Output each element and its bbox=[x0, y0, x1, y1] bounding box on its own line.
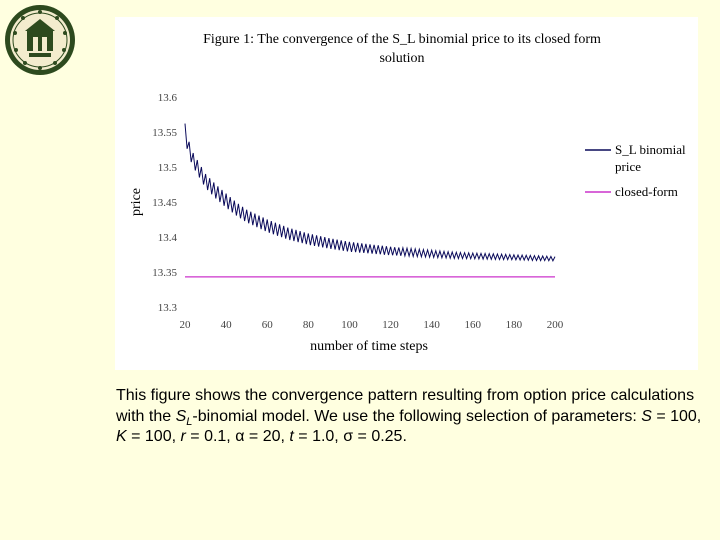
legend-label-binomial-line-2: price bbox=[615, 159, 641, 174]
university-seal-icon bbox=[3, 3, 77, 77]
param-r-value: = 0.1, bbox=[185, 428, 236, 445]
plot-area bbox=[184, 123, 556, 278]
caption-s-symbol: S bbox=[175, 407, 187, 425]
x-tick-label: 160 bbox=[465, 319, 482, 331]
caption-s-subscript: L bbox=[186, 415, 193, 428]
convergence-chart: Figure 1: The convergence of the S_L bin… bbox=[129, 32, 686, 354]
series-line-binomial bbox=[184, 123, 556, 262]
y-tick-label: 13.6 bbox=[158, 92, 178, 104]
y-axis-label: price bbox=[129, 188, 144, 216]
y-tick-label: 13.3 bbox=[158, 302, 178, 314]
param-sigma-value: = 0.25. bbox=[353, 428, 407, 445]
param-alpha-value: = 20, bbox=[244, 428, 290, 445]
param-s-value: = 100, bbox=[651, 407, 702, 425]
param-t-symbol: t bbox=[289, 428, 294, 445]
chart-panel: Figure 1: The convergence of the S_L bin… bbox=[115, 17, 698, 370]
legend: S_L binomial price closed-form bbox=[585, 142, 686, 199]
caption-text-2: -binomial model. We use the following se… bbox=[192, 407, 642, 425]
param-k-symbol: K bbox=[116, 428, 127, 445]
x-tick-label: 120 bbox=[382, 319, 399, 331]
x-tick-label: 140 bbox=[423, 319, 440, 331]
x-axis-ticks: 20 40 60 80 100 120 140 160 180 200 bbox=[180, 319, 564, 331]
legend-label-binomial-line-1: S_L binomial bbox=[615, 142, 686, 157]
x-tick-label: 60 bbox=[262, 319, 274, 331]
y-tick-label: 13.55 bbox=[152, 127, 177, 139]
x-tick-label: 20 bbox=[180, 319, 192, 331]
y-tick-label: 13.5 bbox=[158, 162, 178, 174]
x-tick-label: 40 bbox=[221, 319, 233, 331]
param-s-symbol: S bbox=[641, 407, 652, 425]
y-axis-ticks: 13.6 13.55 13.5 13.45 13.4 13.35 13.3 bbox=[152, 92, 177, 314]
chart-title-line-1: Figure 1: The convergence of the S_L bin… bbox=[203, 32, 601, 47]
x-tick-label: 180 bbox=[506, 319, 523, 331]
chart-title-line-2: solution bbox=[379, 51, 424, 66]
y-tick-label: 13.35 bbox=[152, 267, 177, 279]
x-tick-label: 80 bbox=[303, 319, 315, 331]
param-sigma-symbol: σ bbox=[343, 428, 354, 445]
y-tick-label: 13.4 bbox=[158, 232, 178, 244]
legend-label-closed-form: closed-form bbox=[615, 184, 678, 199]
x-axis-label: number of time steps bbox=[310, 339, 428, 354]
x-tick-label: 100 bbox=[341, 319, 358, 331]
caption-text-1: This figure shows the convergence patter… bbox=[116, 387, 695, 425]
param-r-symbol: r bbox=[180, 428, 186, 445]
figure-caption: This figure shows the convergence patter… bbox=[116, 386, 712, 448]
y-tick-label: 13.45 bbox=[152, 197, 177, 209]
x-tick-label: 200 bbox=[547, 319, 564, 331]
param-k-value: = 100, bbox=[126, 428, 181, 445]
param-alpha-symbol: α bbox=[235, 428, 245, 445]
param-t-value: = 1.0, bbox=[293, 428, 344, 445]
